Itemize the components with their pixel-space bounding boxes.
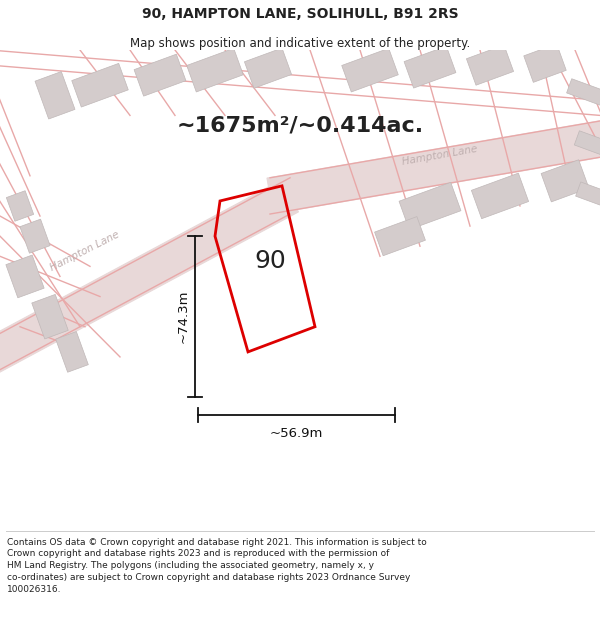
Text: Contains OS data © Crown copyright and database right 2021. This information is : Contains OS data © Crown copyright and d… — [7, 538, 427, 594]
Text: Hampton Lane: Hampton Lane — [401, 144, 478, 168]
Polygon shape — [566, 79, 600, 112]
Polygon shape — [7, 191, 34, 221]
Polygon shape — [267, 112, 600, 214]
Polygon shape — [472, 173, 529, 219]
Polygon shape — [72, 63, 128, 107]
Polygon shape — [187, 48, 243, 92]
Polygon shape — [541, 160, 589, 202]
Polygon shape — [56, 331, 88, 372]
Polygon shape — [20, 219, 50, 253]
Text: 90: 90 — [254, 249, 286, 273]
Text: Map shows position and indicative extent of the property.: Map shows position and indicative extent… — [130, 38, 470, 51]
Text: 90, HAMPTON LANE, SOLIHULL, B91 2RS: 90, HAMPTON LANE, SOLIHULL, B91 2RS — [142, 8, 458, 21]
Text: Hampton Lane: Hampton Lane — [49, 229, 121, 273]
Text: ~74.3m: ~74.3m — [177, 290, 190, 343]
Text: ~56.9m: ~56.9m — [270, 428, 323, 441]
Polygon shape — [374, 217, 425, 256]
Polygon shape — [32, 294, 68, 339]
Polygon shape — [466, 45, 514, 85]
Polygon shape — [574, 131, 600, 161]
Polygon shape — [524, 44, 566, 82]
Polygon shape — [575, 182, 600, 210]
Polygon shape — [6, 255, 44, 298]
Polygon shape — [35, 71, 75, 119]
Polygon shape — [244, 48, 292, 88]
Polygon shape — [404, 46, 456, 88]
Polygon shape — [134, 54, 186, 96]
Polygon shape — [399, 182, 461, 229]
Polygon shape — [0, 180, 298, 373]
Text: ~1675m²/~0.414ac.: ~1675m²/~0.414ac. — [176, 116, 424, 136]
Polygon shape — [342, 48, 398, 92]
